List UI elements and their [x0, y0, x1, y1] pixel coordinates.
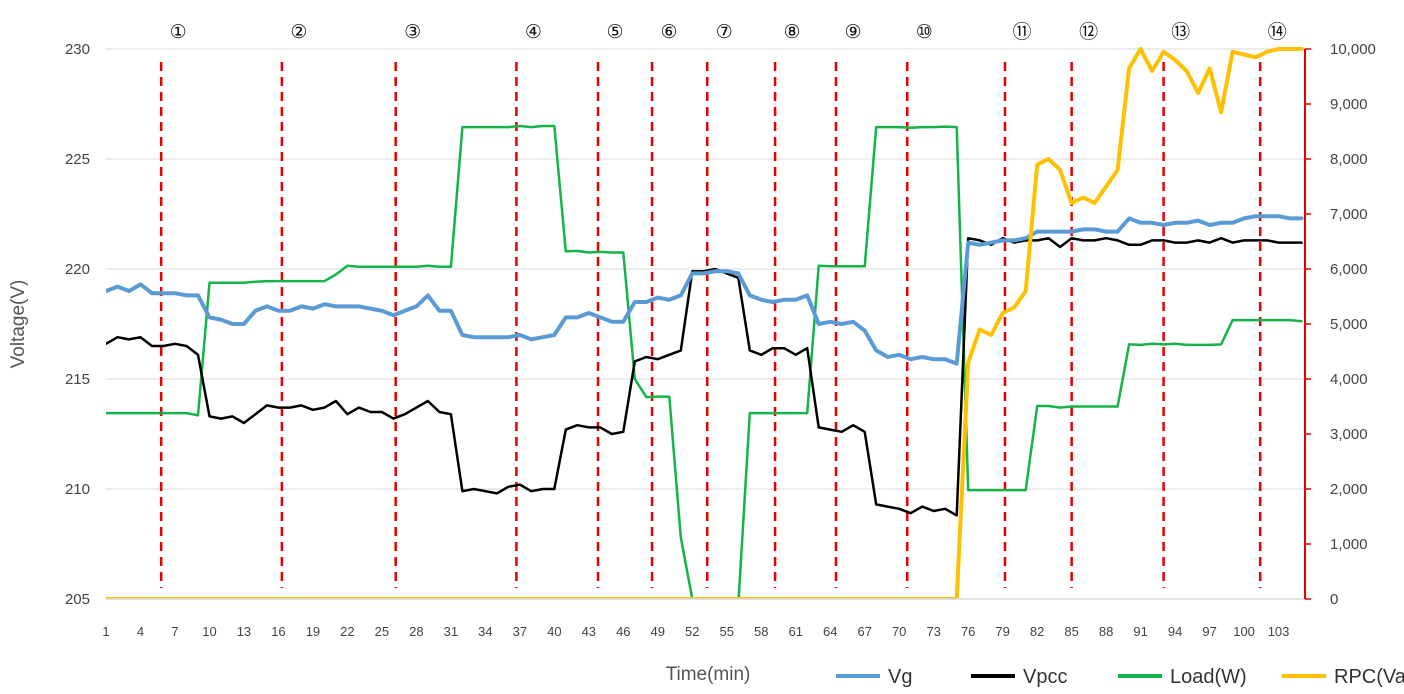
x-tick-label: 52: [685, 624, 699, 639]
x-tick-label: 40: [547, 624, 561, 639]
series-line-vg: [106, 214, 1304, 366]
series-line-load-w: [106, 124, 1303, 599]
x-tick-label: 94: [1168, 624, 1182, 639]
x-tick-label: 7: [171, 624, 178, 639]
event-marker-label: ⑫: [1079, 21, 1098, 43]
x-tick-label: 73: [926, 624, 940, 639]
y-right-tick-label: 8,000: [1330, 151, 1368, 168]
y-left-tick-label: 220: [65, 261, 90, 278]
y-right-tick-label: 10,000: [1330, 41, 1376, 58]
x-tick-label: 13: [237, 624, 251, 639]
x-tick-label: 97: [1202, 624, 1216, 639]
axes: [106, 48, 1311, 600]
x-tick-label: 10: [202, 624, 216, 639]
legend: Vg Vpcc Load(W) RPC(Var): [836, 666, 1404, 688]
y-axis-title: Voltage(V): [8, 280, 29, 369]
y-right-tick-label: 7,000: [1330, 206, 1368, 223]
x-tick-label: 1: [102, 624, 109, 639]
x-tick-label: 22: [340, 624, 354, 639]
x-tick-label: 82: [1030, 624, 1044, 639]
x-tick-label: 4: [137, 624, 144, 639]
y-left-tick-label: 225: [65, 151, 90, 168]
x-tick-label: 49: [651, 624, 665, 639]
x-tick-label: 67: [857, 624, 871, 639]
y-right-tick-label: 2,000: [1330, 481, 1368, 498]
y-right-tick-label: 9,000: [1330, 96, 1368, 113]
y-right-tick-label: 1,000: [1330, 536, 1368, 553]
y-right-tick-label: 4,000: [1330, 371, 1368, 388]
x-tick-label: 88: [1099, 624, 1113, 639]
series-lines: [106, 47, 1304, 599]
x-tick-label: 37: [513, 624, 527, 639]
event-marker-label: ⑦: [716, 21, 733, 43]
x-tick-label: 28: [409, 624, 423, 639]
x-tick-label: 76: [961, 624, 975, 639]
event-marker-label: ①: [170, 21, 187, 43]
y-left-tick-label: 205: [65, 591, 90, 608]
grid-lines: [106, 48, 1305, 490]
y-right-tick-label: 3,000: [1330, 426, 1368, 443]
y-right-tick-label: 5,000: [1330, 316, 1368, 333]
event-markers: ① ② ③ ④ ⑤ ⑥ ⑦ ⑧ ⑨ ⑩ ⑪ ⑫ ⑬ ⑭: [159, 21, 1287, 588]
x-tick-label: 25: [375, 624, 389, 639]
x-tick-label: 79: [995, 624, 1009, 639]
legend-label: Vpcc: [1023, 666, 1067, 688]
y-left-tick-label: 215: [65, 371, 90, 388]
event-marker-label: ⑭: [1268, 21, 1287, 43]
y-left-tick-label: 230: [65, 41, 90, 58]
series-line-vpcc: [106, 236, 1303, 517]
x-tick-label: 58: [754, 624, 768, 639]
x-tick-label: 85: [1064, 624, 1078, 639]
x-tick-label: 19: [306, 624, 320, 639]
x-tick-label: 64: [823, 624, 837, 639]
x-tick-label: 43: [582, 624, 596, 639]
event-marker-label: ⑪: [1012, 21, 1031, 43]
event-marker-label: ⑨: [844, 21, 861, 43]
y-right-tick-label: 6,000: [1330, 261, 1368, 278]
event-marker-label: ②: [290, 21, 307, 43]
legend-label: RPC(Var): [1334, 666, 1404, 688]
x-tick-label: 31: [444, 624, 458, 639]
event-marker-label: ⑤: [606, 21, 623, 43]
y-left-tick-label: 210: [65, 481, 90, 498]
x-tick-label: 70: [892, 624, 906, 639]
x-tick-label: 46: [616, 624, 630, 639]
x-tick-label: 61: [789, 624, 803, 639]
x-tick-label: 16: [271, 624, 285, 639]
x-tick-label: 55: [720, 624, 734, 639]
legend-label: Load(W): [1170, 666, 1247, 688]
event-marker-label: ⑧: [784, 21, 801, 43]
series-line-rpc-var: [106, 47, 1304, 599]
x-axis-title: Time(min): [666, 664, 751, 685]
legend-label: Vg: [888, 666, 912, 688]
event-marker-label: ③: [404, 21, 421, 43]
event-marker-label: ⑬: [1171, 21, 1190, 43]
x-tick-label: 100: [1233, 624, 1255, 639]
event-marker-label: ⑩: [916, 21, 933, 43]
x-tick-label: 91: [1133, 624, 1147, 639]
y-right-tick-label: 0: [1330, 591, 1338, 608]
axis-labels: 205 210 215 220 225 230 0 1,000 2,000 3,000 4,000 5…: [65, 41, 1376, 639]
x-tick-label: 34: [478, 624, 492, 639]
x-tick-label: 103: [1268, 624, 1290, 639]
event-marker-label: ④: [525, 21, 542, 43]
event-marker-label: ⑥: [661, 21, 678, 43]
